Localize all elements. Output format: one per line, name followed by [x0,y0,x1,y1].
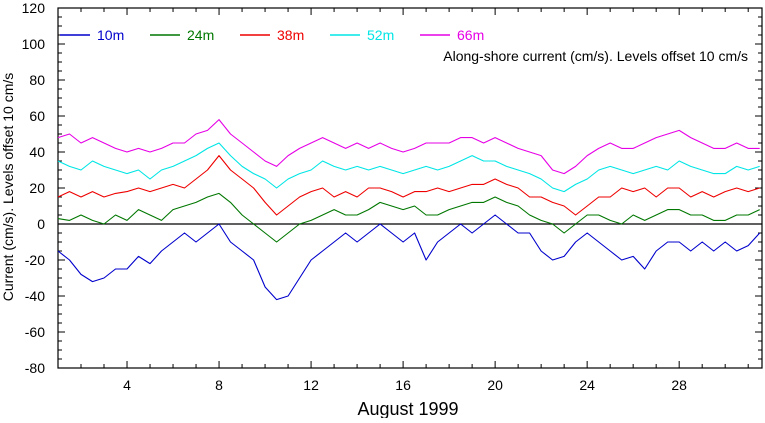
legend-label-52m: 52m [367,27,394,43]
series-group [57,119,761,301]
series-line-52m [57,142,760,193]
y-tick-label: -80 [25,360,45,376]
y-axis-label: Current (cm/s). Levels offset 10 cm/s [0,73,16,301]
y-tick-label: 0 [37,216,45,232]
y-tick-label: -40 [25,288,45,304]
legend-label-10m: 10m [97,27,124,43]
y-tick-label: 120 [22,0,46,16]
legend: 10m 24m 38m 52m 66m [60,27,484,43]
series-line-38m [57,155,760,216]
y-tick-label: 60 [29,108,45,124]
legend-label-66m: 66m [457,27,484,43]
series-line-66m [57,119,760,175]
x-axis-label: August 1999 [357,399,458,418]
series-line-10m [57,214,761,301]
y-tick-label: 100 [22,36,46,52]
x-tick-label: 16 [395,377,411,393]
y-tick-label: -20 [25,252,45,268]
x-tick-label: 24 [579,377,595,393]
y-tick-label: 40 [29,144,45,160]
chart-frame-group: -80 -60 -40 -20 0 20 40 60 80 100 120 4 8 12 16 20 24 28 [22,0,763,393]
chart-annotation: Along-shore current (cm/s). Levels offse… [443,48,748,64]
series-line-24m [57,192,760,243]
legend-label-38m: 38m [277,27,304,43]
x-tick-label: 4 [123,377,131,393]
x-tick-label: 20 [487,377,503,393]
legend-label-24m: 24m [187,27,214,43]
y-tick-label: 80 [29,72,45,88]
x-tick-label: 8 [215,377,223,393]
y-tick-label: -60 [25,324,45,340]
x-tick-label: 12 [303,377,319,393]
y-tick-label: 20 [29,180,45,196]
x-tick-label: 28 [671,377,687,393]
